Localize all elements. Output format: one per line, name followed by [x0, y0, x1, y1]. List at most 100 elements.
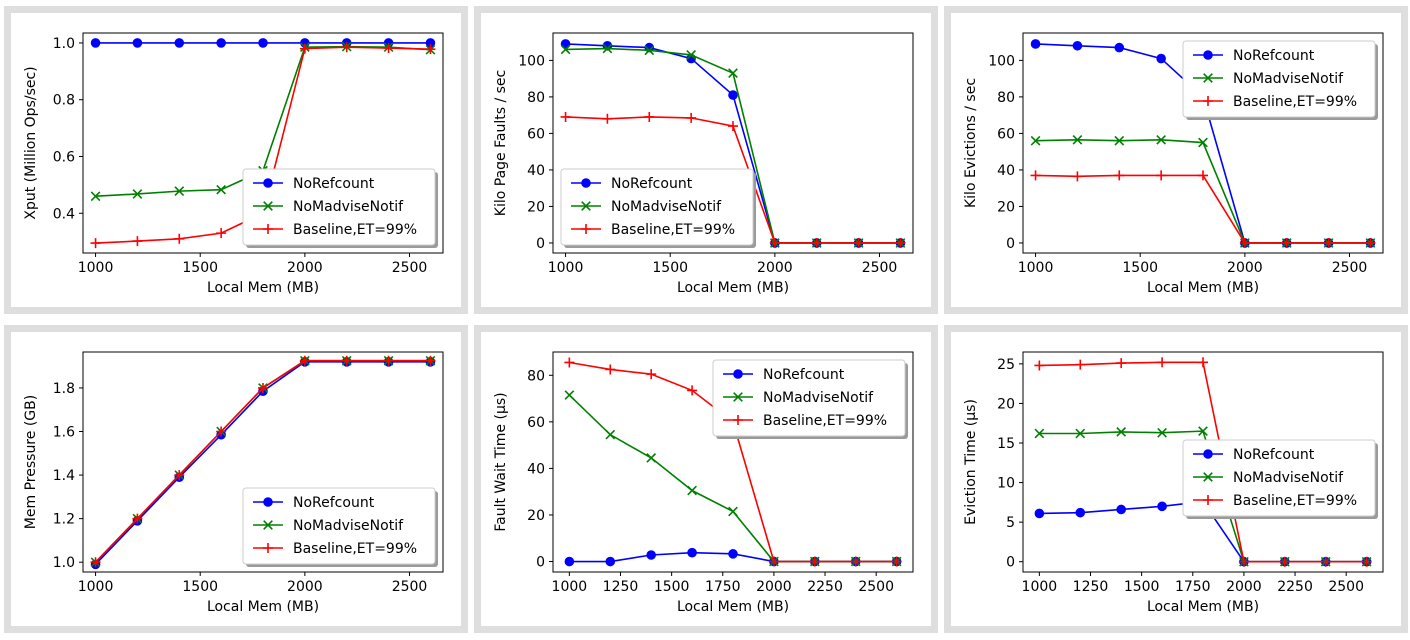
legend-marker — [581, 201, 591, 211]
legend-label: NoRefcount — [1233, 447, 1315, 463]
y-tick-label: 20 — [527, 199, 545, 215]
data-point — [216, 38, 226, 48]
y-tick-label: 1.0 — [53, 555, 75, 571]
data-point — [605, 429, 616, 440]
legend-marker — [263, 543, 273, 553]
series-baseline-et-99- — [1034, 357, 1372, 567]
data-point — [341, 355, 352, 366]
y-axis-label: Fault Wait Time (µs) — [493, 392, 509, 531]
legend-marker — [733, 415, 743, 425]
legend-box — [1182, 439, 1376, 517]
data-point — [1034, 428, 1045, 439]
data-point — [1320, 556, 1331, 567]
data-point — [644, 111, 655, 122]
x-tick-label: 2500 — [1332, 260, 1368, 276]
x-tick-label: 1500 — [182, 260, 218, 276]
y-tick-label: 40 — [527, 461, 545, 477]
data-point — [1072, 134, 1083, 145]
legend-marker — [1203, 96, 1213, 106]
y-tick-label: 40 — [527, 163, 545, 179]
legend-label: NoRefcount — [293, 176, 375, 192]
x-tick-label: 1000 — [78, 579, 114, 595]
legend-label: Baseline,ET=99% — [611, 222, 735, 238]
x-tick-label: 1500 — [652, 260, 688, 276]
x-tick-label: 2500 — [392, 260, 428, 276]
legend-label: NoMadviseNotif — [293, 518, 404, 534]
legend: NoRefcount NoMadviseNotif Baseline,ET=99% — [560, 168, 756, 248]
legend: NoRefcount NoMadviseNotif Baseline,ET=99% — [1182, 439, 1378, 519]
legend-label: NoMadviseNotif — [293, 199, 404, 215]
y-tick-label: 1.0 — [53, 36, 75, 52]
series-baseline-et-99- — [560, 111, 906, 248]
legend: NoRefcount NoMadviseNotif Baseline,ET=99% — [242, 487, 438, 567]
x-tick-label: 1000 — [1018, 260, 1054, 276]
data-point — [560, 39, 571, 49]
y-tick-label: 80 — [997, 90, 1015, 106]
y-tick-label: 100 — [518, 53, 545, 69]
chart-mem-pressure: 1000 1500 2000 2500 1.0 1.2 1.4 1.6 1.8 Local Mem… — [23, 351, 444, 615]
chart-panel-eviction-time: 1000 1250 1500 1750 2000 2250 2500 0 5 10 15 20 25 Lo… — [944, 325, 1408, 633]
legend-label: NoMadviseNotif — [1233, 470, 1344, 486]
legend-box — [242, 487, 436, 565]
legend-box — [1182, 40, 1376, 118]
data-point — [728, 68, 738, 79]
data-point — [1157, 501, 1167, 512]
data-point — [1030, 39, 1041, 49]
y-tick-label: 20 — [527, 508, 545, 524]
data-point — [216, 426, 227, 437]
data-point — [425, 44, 436, 55]
legend-label: NoRefcount — [1233, 48, 1315, 64]
x-tick-label: 1750 — [705, 579, 741, 595]
y-tick-label: 0 — [536, 236, 545, 252]
x-tick-label: 1000 — [1022, 579, 1058, 595]
x-tick-label: 1000 — [78, 260, 114, 276]
y-tick-label: 60 — [527, 126, 545, 142]
x-tick-label: 2000 — [1226, 579, 1262, 595]
data-point — [1238, 556, 1249, 567]
data-point — [174, 233, 185, 244]
data-point — [1198, 357, 1208, 368]
legend-label: Baseline,ET=99% — [293, 541, 417, 557]
y-tick-label: 80 — [527, 368, 545, 384]
legend-marker — [733, 369, 743, 379]
data-point — [1072, 40, 1083, 51]
data-point — [1198, 170, 1208, 181]
y-tick-label: 20 — [997, 396, 1015, 412]
legend-marker — [1203, 495, 1213, 505]
data-point — [728, 121, 738, 132]
legend-marker — [1203, 73, 1213, 83]
legend-marker — [1203, 50, 1213, 60]
legend-label: NoRefcount — [611, 176, 693, 192]
x-tick-label: 2000 — [756, 579, 792, 595]
data-point — [132, 236, 143, 247]
data-point — [1030, 170, 1041, 181]
data-point — [1075, 359, 1086, 370]
x-tick-label: 2000 — [1227, 260, 1263, 276]
x-axis-label: Local Mem (MB) — [1147, 280, 1259, 296]
data-point — [1116, 504, 1126, 515]
x-axis-label: Local Mem (MB) — [207, 599, 319, 615]
x-tick-label: 2500 — [392, 579, 428, 595]
data-point — [1116, 427, 1127, 437]
legend-box — [560, 168, 754, 246]
data-point — [850, 556, 861, 567]
data-point — [687, 485, 697, 496]
data-point — [687, 385, 698, 396]
data-point — [891, 556, 902, 567]
data-point — [341, 42, 352, 53]
y-tick-label: 60 — [997, 126, 1015, 142]
series-baseline-et-99- — [90, 355, 436, 568]
data-point — [560, 111, 571, 122]
y-axis-label: Kilo Page Faults / sec — [493, 70, 509, 216]
legend-marker — [263, 224, 273, 234]
x-tick-label: 2500 — [1328, 579, 1364, 595]
data-point — [258, 38, 268, 48]
y-axis-label: Xput (Million Ops/sec) — [23, 66, 39, 219]
x-tick-label: 1500 — [1124, 579, 1160, 595]
data-point — [564, 357, 575, 368]
data-point — [1281, 237, 1292, 248]
data-point — [258, 382, 268, 393]
data-point — [687, 547, 697, 558]
data-point — [216, 184, 227, 195]
